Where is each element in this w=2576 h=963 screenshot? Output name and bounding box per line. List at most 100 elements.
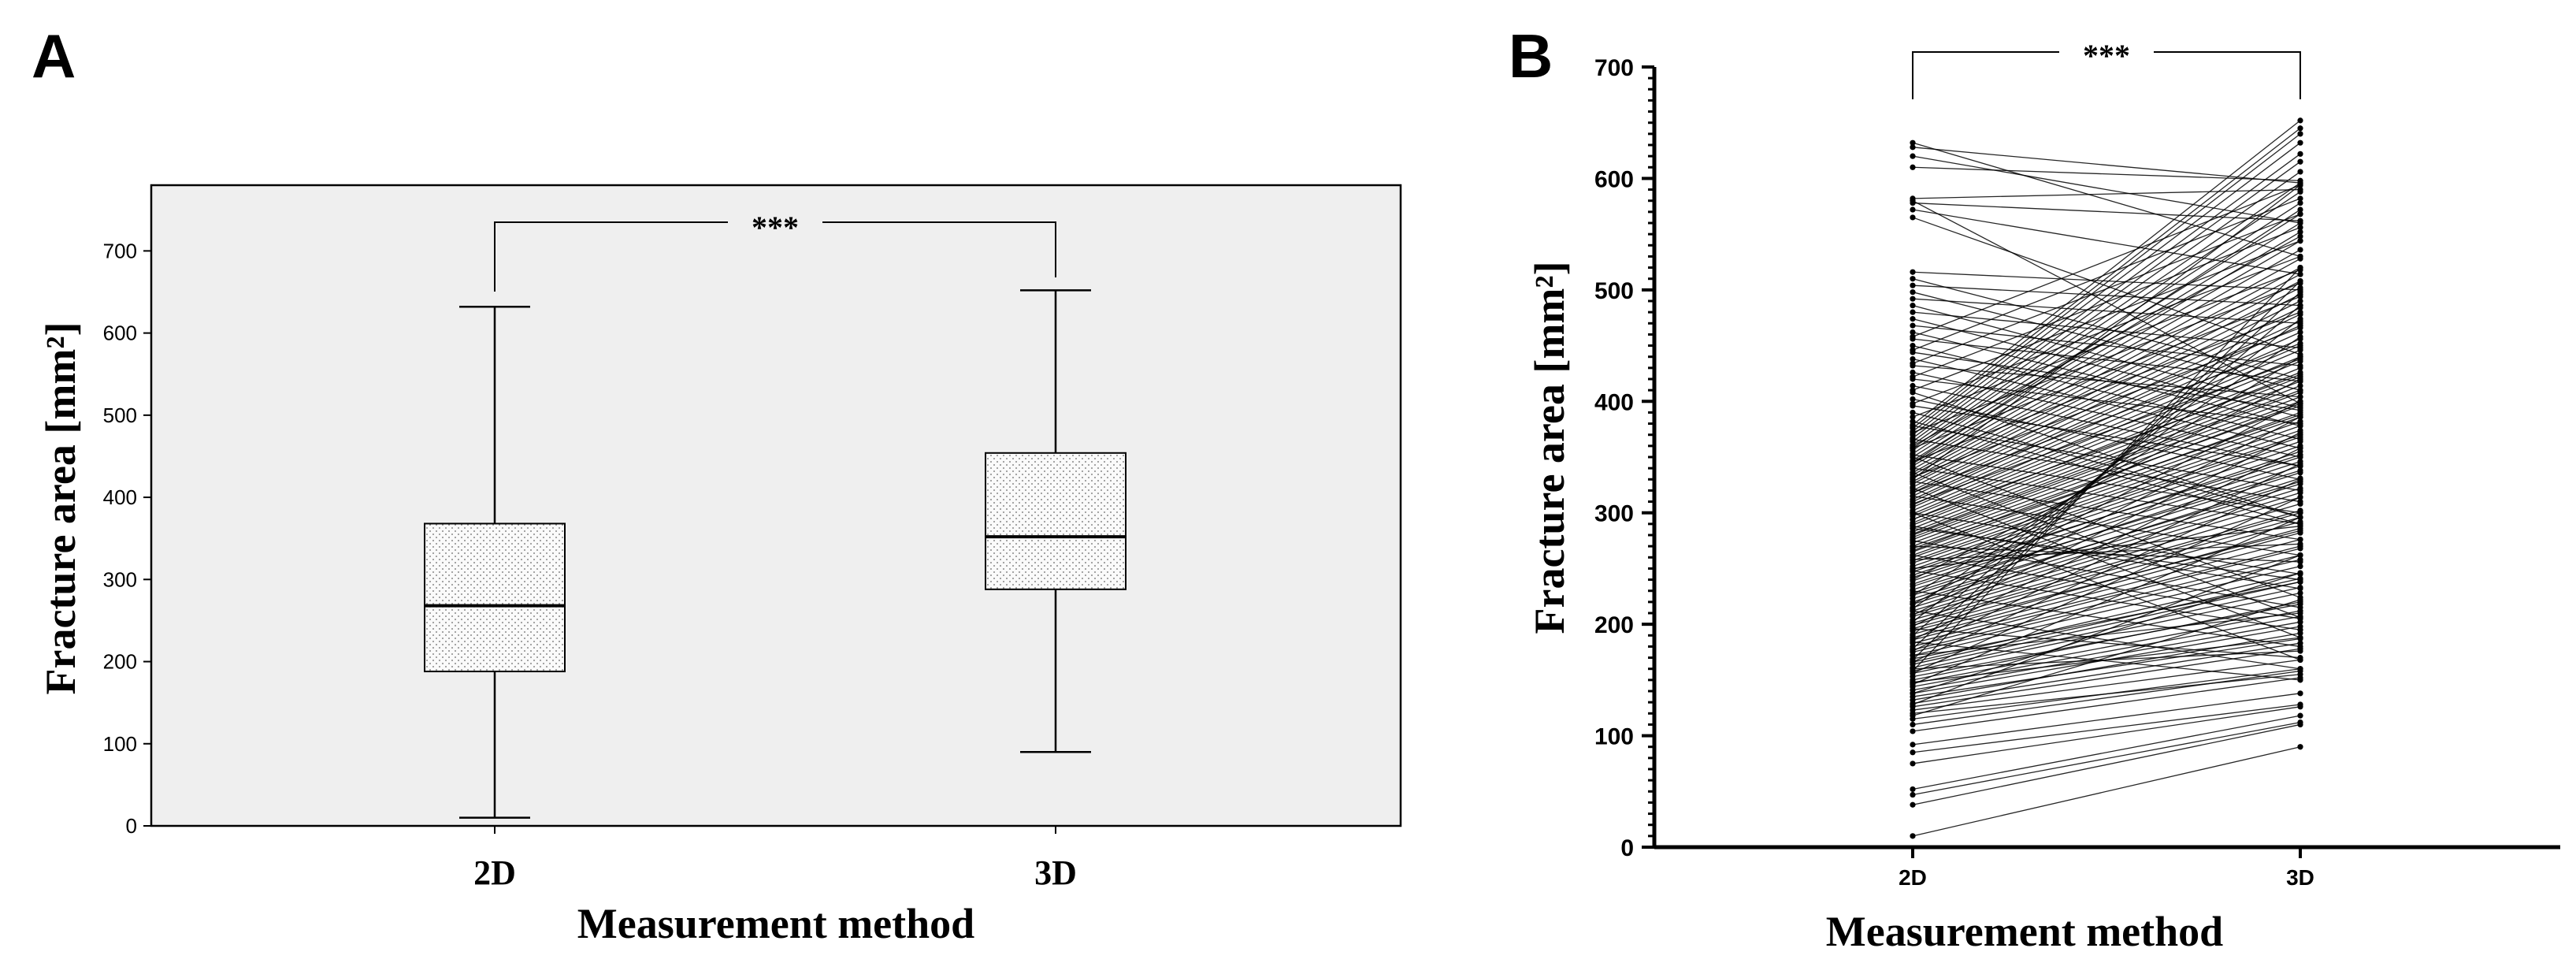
panel-b-point-2d xyxy=(1910,309,1916,315)
panel-b-point-3d xyxy=(2297,701,2303,708)
panel-b-y-tick-label: 0 xyxy=(1620,835,1634,861)
panel-b-point-2d xyxy=(1910,139,1916,146)
panel-b-paired-line xyxy=(1912,287,2301,485)
panel-b-point-3d xyxy=(2297,514,2303,520)
panel-b-paired-line xyxy=(1912,305,2301,409)
panel-b-point-2d xyxy=(1910,418,1916,425)
panel-b-point-3d xyxy=(2297,498,2303,505)
panel-b-paired-line xyxy=(1912,648,2301,708)
panel-b-point-2d xyxy=(1910,355,1916,363)
panel-b-paired-line xyxy=(1912,155,2301,224)
panel-b-paired-line xyxy=(1912,269,2301,418)
panel-b-paired-line xyxy=(1912,349,2301,515)
panel-b-point-3d xyxy=(2297,719,2303,726)
panel-b-paired-line xyxy=(1912,325,2301,503)
panel-b-paired-line xyxy=(1912,706,2301,764)
panel-b-paired-line xyxy=(1912,416,2301,616)
panel-b-point-3d xyxy=(2297,387,2303,393)
panel-b-point-3d xyxy=(2297,407,2303,414)
panel-b-paired-line xyxy=(1912,677,2301,732)
panel-a-box xyxy=(985,452,1127,590)
panel-b-paired-line xyxy=(1912,628,2301,659)
panel-b-paired-line xyxy=(1912,472,2301,596)
panel-b-point-3d xyxy=(2297,445,2303,452)
panel-b-x-tick-label: 3D xyxy=(2286,865,2314,890)
panel-b-point-3d xyxy=(2297,325,2303,331)
panel-a-x-axis-label: Measurement method xyxy=(577,900,974,947)
panel-b-paired-line xyxy=(1912,610,2301,670)
panel-b-point-3d xyxy=(2297,476,2303,482)
panel-b-paired-line xyxy=(1912,166,2301,181)
panel-b-paired-line xyxy=(1912,659,2301,711)
panel-b-point-2d xyxy=(1910,198,1916,204)
panel-a-plot-frame xyxy=(150,184,1402,827)
panel-b-paired-line xyxy=(1912,389,2301,536)
panel-a-plot-area: 0 100 200 300 400 500 600 700 2D 3D *** xyxy=(103,184,1402,892)
panel-b-point-3d xyxy=(2297,199,2303,206)
panel-b-paired-line xyxy=(1912,398,2301,480)
panel-b-point-2d xyxy=(1910,712,1916,719)
panel-b-point-3d xyxy=(2297,195,2303,202)
panel-b-point-3d xyxy=(2297,615,2303,621)
panel-b-paired-line xyxy=(1912,214,2301,364)
panel-b-point-2d xyxy=(1910,742,1916,748)
panel-b-paired-line xyxy=(1912,565,2301,656)
panel-b-paired-line xyxy=(1912,202,2301,455)
panel-b-paired-line xyxy=(1912,331,2301,427)
panel-b-point-2d xyxy=(1910,296,1916,302)
panel-b-point-3d xyxy=(2297,340,2303,347)
panel-b-point-3d xyxy=(2297,563,2303,570)
panel-b-point-3d xyxy=(2297,225,2303,231)
panel-b-point-3d xyxy=(2297,289,2303,296)
panel-b-paired-line xyxy=(1912,721,2301,796)
panel-b-paired-line xyxy=(1912,278,2301,380)
panel-b-paired-line xyxy=(1912,336,2301,609)
panel-b-x-tick-label: 2D xyxy=(1899,865,1927,890)
panel-b-paired-line xyxy=(1912,496,2301,674)
panel-b-point-3d xyxy=(2297,182,2303,188)
panel-b-point-3d xyxy=(2297,589,2303,597)
panel-b-point-3d xyxy=(2297,454,2303,460)
panel-b-paired-line xyxy=(1912,545,2301,644)
panel-b-point-3d xyxy=(2297,169,2303,175)
panel-b-point-2d xyxy=(1910,276,1916,282)
panel-b-point-2d xyxy=(1910,454,1916,460)
panel-b-point-2d xyxy=(1910,565,1916,572)
panel-a-significance-bracket xyxy=(494,221,1056,292)
panel-b-paired-line xyxy=(1912,300,2301,492)
panel-a-significance-label: *** xyxy=(752,210,799,245)
panel-b-significance-bracket xyxy=(1912,51,2301,99)
panel-b-point-2d xyxy=(1910,690,1916,697)
panel-b-paired-line xyxy=(1912,481,2301,600)
panel-b-paired-line xyxy=(1912,543,2301,560)
panel-b-paired-line xyxy=(1912,478,2301,663)
panel-b-point-2d xyxy=(1910,556,1916,563)
panel-b-paired-line xyxy=(1912,432,2301,627)
panel-b-point-2d xyxy=(1910,833,1916,839)
panel-b-paired-line xyxy=(1912,516,2301,686)
panel-b-paired-line xyxy=(1912,184,2301,480)
panel-b-plot-area: 0 100 200 300 400 500 600 700 2D 3D *** xyxy=(1594,38,2560,890)
panel-b-point-2d xyxy=(1910,612,1916,619)
panel-b-point-2d xyxy=(1910,721,1916,728)
panel-b-point-3d xyxy=(2297,594,2303,600)
panel-a-y-axis-label: Fracture area [mm²] xyxy=(37,322,84,695)
panel-b-significance-label: *** xyxy=(2083,38,2130,73)
panel-b-point-2d xyxy=(1910,414,1916,420)
panel-b-point-3d xyxy=(2297,494,2303,500)
panel-b-point-2d xyxy=(1910,516,1916,522)
panel-b-paired-line xyxy=(1912,512,2301,624)
panel-a-y-tick-label: 300 xyxy=(103,567,137,591)
panel-b-point-3d xyxy=(2297,460,2303,467)
panel-b-point-3d xyxy=(2297,333,2303,340)
panel-b-point-3d xyxy=(2297,510,2303,516)
panel-b-paired-line xyxy=(1912,503,2301,617)
panel-b-point-2d xyxy=(1910,659,1916,665)
panel-b-paired-line xyxy=(1912,271,2301,291)
panel-b-point-2d xyxy=(1910,623,1916,630)
panel-b-paired-line xyxy=(1912,421,2301,558)
panel-b-point-2d xyxy=(1910,144,1916,151)
panel-b-paired-line xyxy=(1912,231,2301,465)
panel-b-paired-line xyxy=(1912,273,2301,479)
panel-b-paired-line xyxy=(1912,638,2301,697)
